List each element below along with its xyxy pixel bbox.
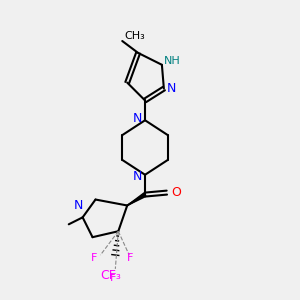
Text: N: N — [133, 170, 142, 183]
Text: F: F — [110, 273, 116, 283]
Text: CF₃: CF₃ — [100, 269, 121, 282]
Text: O: O — [171, 186, 181, 199]
Text: NH: NH — [164, 56, 181, 66]
Polygon shape — [127, 193, 146, 206]
Text: F: F — [91, 253, 98, 263]
Text: N: N — [167, 82, 176, 95]
Text: N: N — [133, 112, 142, 125]
Text: F: F — [127, 253, 134, 263]
Text: N: N — [74, 200, 84, 212]
Text: CH₃: CH₃ — [124, 31, 145, 41]
